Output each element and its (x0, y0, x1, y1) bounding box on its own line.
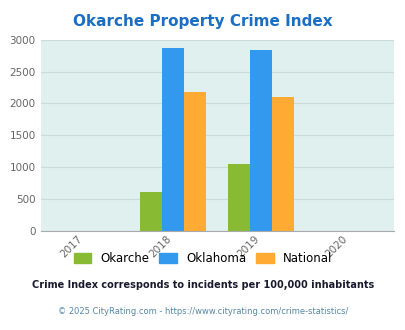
Text: © 2025 CityRating.com - https://www.cityrating.com/crime-statistics/: © 2025 CityRating.com - https://www.city… (58, 307, 347, 316)
Bar (140, 192, 162, 231)
Bar (228, 164, 250, 231)
Bar (162, 48, 183, 231)
Text: Okarche Property Crime Index: Okarche Property Crime Index (73, 14, 332, 29)
Bar (183, 92, 206, 231)
Text: Crime Index corresponds to incidents per 100,000 inhabitants: Crime Index corresponds to incidents per… (32, 280, 373, 290)
Legend: Okarche, Oklahoma, National: Okarche, Oklahoma, National (70, 248, 335, 269)
Bar (250, 50, 272, 231)
Bar (272, 97, 294, 231)
